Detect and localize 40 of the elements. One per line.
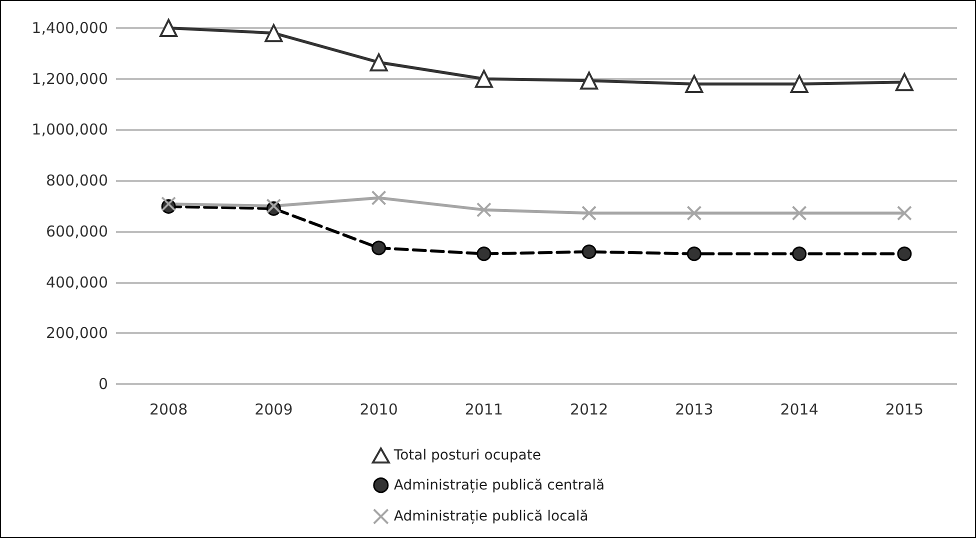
x-tick-label: 2012 [570,400,608,418]
point [686,246,702,262]
point [371,190,386,206]
point [160,19,178,37]
point [792,206,807,221]
point [897,246,912,262]
point [896,206,912,221]
y-tick-label: 1,000,000 [32,120,108,139]
y-tick-label: 0 [98,375,108,393]
y-tick-label: 600,000 [46,222,108,240]
point [685,74,704,93]
point [264,24,283,42]
y-tick-label: 400,000 [46,273,108,292]
x-tick-label: 2015 [885,400,924,418]
y-tick-label: 800,000 [46,172,108,190]
point [895,73,914,92]
legend-label: Total posturi ocupate [392,448,541,464]
x-tick-label: 2009 [254,400,293,418]
x-tick-label: 2014 [780,400,818,418]
x-tick-label: 2013 [675,400,714,418]
point [790,74,808,93]
point [161,196,176,212]
point [476,246,492,262]
legend-label: Administrație publică locală [394,508,588,524]
point [476,202,492,218]
y-tick-label: 200,000 [46,324,108,342]
legend-label: Administrație publică centrală [394,477,605,494]
point [580,72,598,90]
point [686,206,702,221]
point [792,246,807,262]
point [370,53,388,72]
point [582,244,596,260]
y-tick-label: 1,400,000 [32,19,108,37]
y-tick-label: 1,200,000 [32,70,108,88]
point [474,70,493,88]
x-tick-label: 2008 [149,400,188,418]
x-tick-label: 2011 [464,400,504,418]
point [582,206,597,221]
point [372,240,386,256]
x-tick-label: 2010 [360,400,398,418]
